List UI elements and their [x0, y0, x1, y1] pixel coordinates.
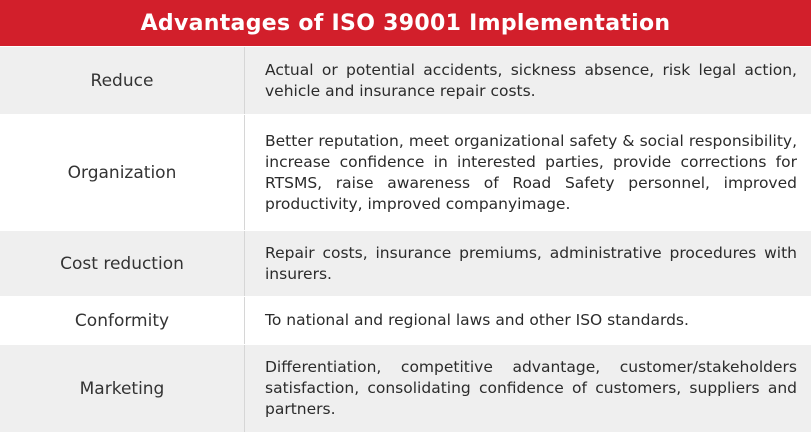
row-description: Differentiation, competitive advantage, …: [265, 358, 797, 418]
table-row-marketing: Marketing Differentiation, competitive a…: [0, 344, 811, 432]
row-description: Actual or potential accidents, sickness …: [265, 60, 797, 100]
row-description: To national and regional laws and other …: [265, 311, 689, 329]
table-title: Advantages of ISO 39001 Implementation: [0, 0, 811, 46]
row-category: Conformity: [0, 297, 245, 344]
table-row-reduce: Reduce Actual or potential accidents, si…: [0, 46, 811, 114]
table-row-cost-reduction: Cost reduction Repair costs, insurance p…: [0, 230, 811, 296]
row-description: Repair costs, insurance premiums, admini…: [265, 243, 797, 283]
table-row-conformity: Conformity To national and regional laws…: [0, 296, 811, 344]
row-category: Reduce: [0, 47, 245, 114]
row-category: Cost reduction: [0, 231, 245, 296]
row-category: Marketing: [0, 345, 245, 432]
row-description: Better reputation, meet organizational s…: [265, 131, 797, 213]
row-category: Organization: [0, 115, 245, 230]
table-row-organization: Organization Better reputation, meet org…: [0, 114, 811, 230]
